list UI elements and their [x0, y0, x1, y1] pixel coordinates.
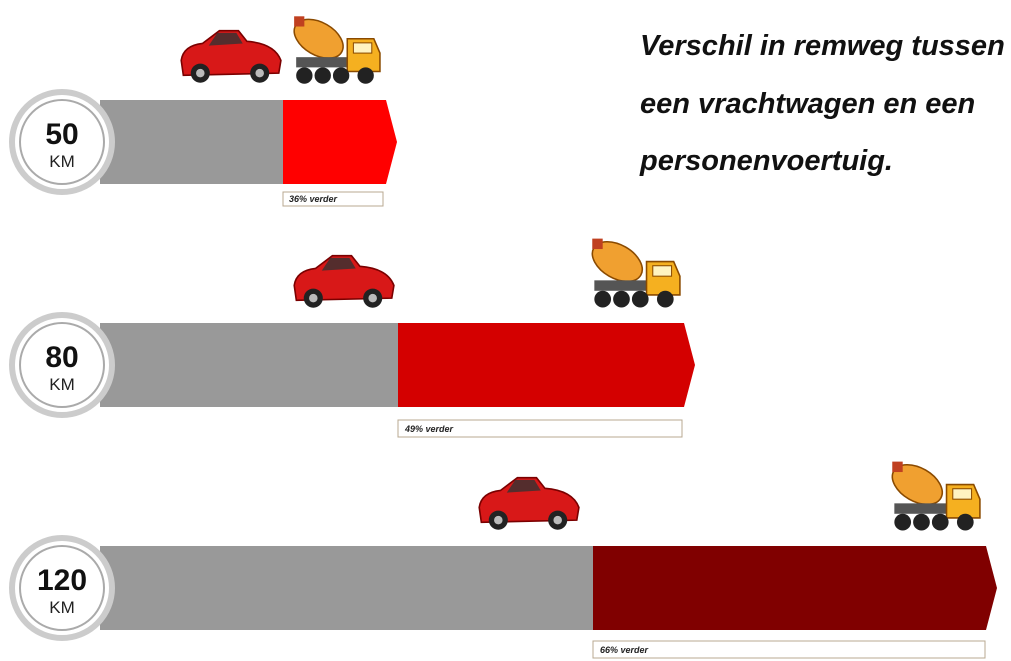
car-icon [181, 31, 281, 83]
title-line: Verschil in remweg tussen [640, 30, 1005, 62]
car-icon [294, 256, 394, 308]
speed-unit: KM [49, 598, 75, 617]
title-line: een vrachtwagen en een [640, 88, 975, 120]
title-line: personenvoertuig. [639, 145, 893, 177]
speed-unit: KM [49, 152, 75, 171]
truck-icon [585, 234, 679, 308]
truck-icon [287, 11, 379, 83]
car-distance-bar [100, 546, 593, 630]
truck-icon [885, 457, 979, 531]
extra-distance-bar [283, 100, 397, 184]
car-icon [479, 478, 579, 530]
difference-label: 66% verder [600, 645, 649, 655]
difference-label: 36% verder [289, 194, 338, 204]
extra-distance-bar [593, 546, 997, 630]
car-distance-bar [100, 323, 398, 407]
difference-box [593, 641, 985, 658]
infographic: Verschil in remweg tussen een vrachtwage… [0, 0, 1011, 661]
difference-label: 49% verder [404, 424, 454, 434]
speed-value: 50 [45, 118, 78, 151]
car-distance-bar [100, 100, 283, 184]
speed-value: 120 [37, 564, 87, 597]
speed-value: 80 [45, 341, 78, 374]
speed-unit: KM [49, 375, 75, 394]
extra-distance-bar [398, 323, 695, 407]
